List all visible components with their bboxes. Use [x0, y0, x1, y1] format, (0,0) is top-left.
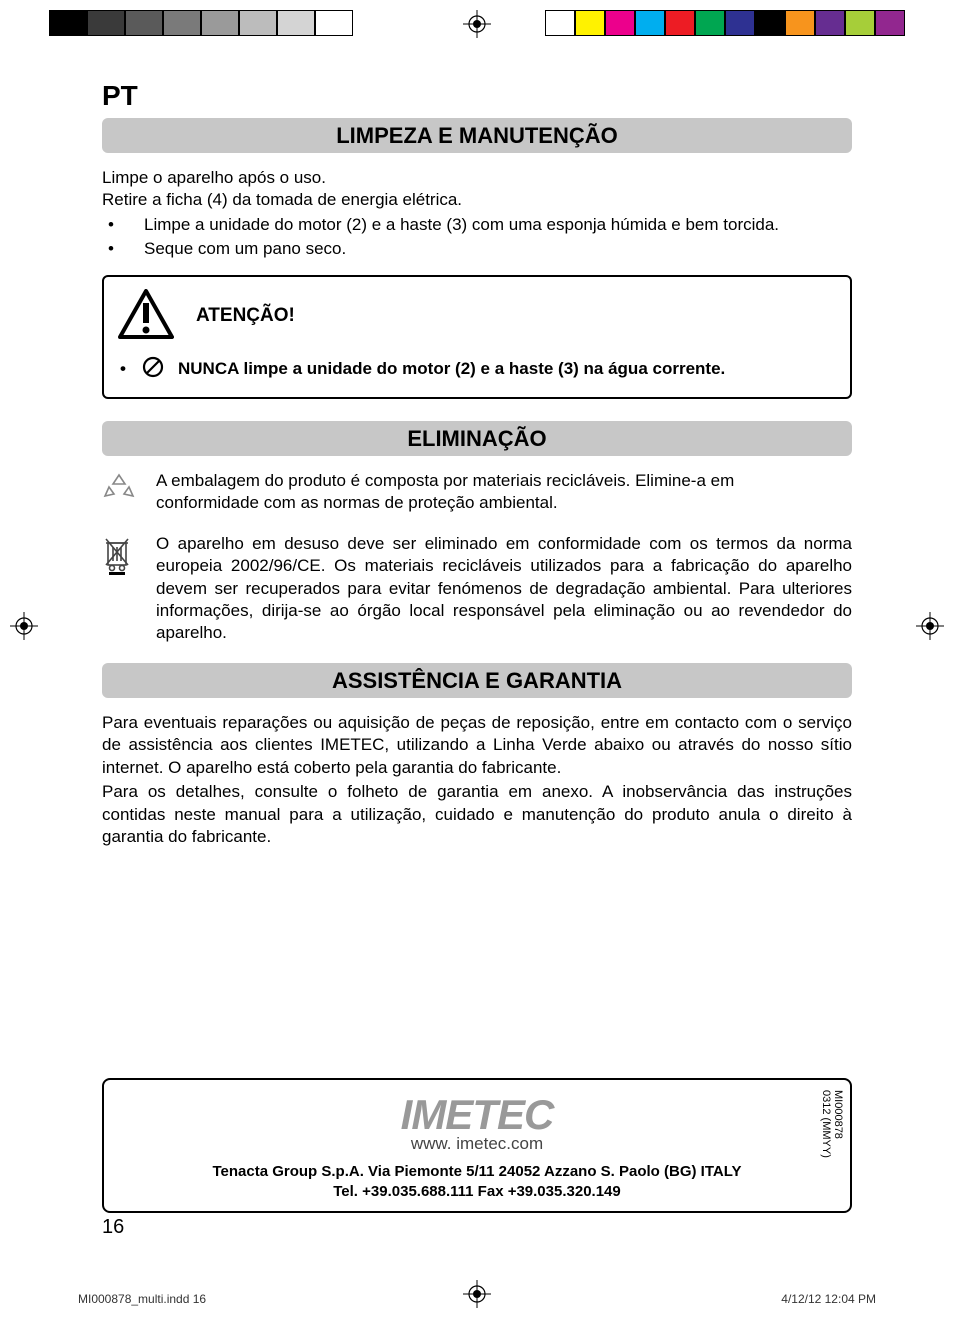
page-number: 16 [102, 1216, 124, 1239]
weee-bin-icon [102, 533, 138, 645]
warning-title: ATENÇÃO! [196, 305, 295, 327]
registration-mark-icon [10, 612, 38, 640]
bullet-icon: • [118, 359, 128, 379]
page-content: PT LIMPEZA E MANUTENÇÃO Limpe o aparelho… [102, 80, 852, 850]
swatch [49, 10, 87, 36]
paragraph: Para eventuais reparações ou aquisição d… [102, 712, 852, 779]
disposal-weee-block: O aparelho em desuso deve ser eliminado … [102, 533, 852, 645]
swatch [605, 10, 635, 36]
paragraph: Retire a ficha (4) da tomada de energia … [102, 189, 852, 211]
print-info-timestamp: 4/12/12 12:04 PM [781, 1292, 876, 1306]
swatch [125, 10, 163, 36]
swatch [575, 10, 605, 36]
swatch [277, 10, 315, 36]
swatch [201, 10, 239, 36]
swatch [755, 10, 785, 36]
registration-mark-icon [916, 612, 944, 640]
list-item: Limpe a unidade do motor (2) e a haste (… [102, 214, 852, 236]
warning-box: ATENÇÃO! • NUNCA limpe a unidade do moto… [102, 275, 852, 399]
swatch-group-left [49, 10, 353, 36]
section-header-cleaning: LIMPEZA E MANUTENÇÃO [102, 118, 852, 153]
recycle-icon [102, 470, 138, 515]
language-code: PT [102, 80, 852, 112]
swatch [665, 10, 695, 36]
warning-text: NUNCA limpe a unidade do motor (2) e a h… [178, 359, 725, 379]
section-header-disposal: ELIMINAÇÃO [102, 421, 852, 456]
doc-date-code: 0312 (MMYY) [820, 1090, 832, 1158]
swatch [239, 10, 277, 36]
registration-mark-icon [463, 1280, 491, 1308]
phone-fax-line: Tel. +39.035.688.111 Fax +39.035.320.149 [118, 1182, 836, 1202]
warning-triangle-icon [118, 289, 174, 344]
paragraph: Para os detalhes, consulte o folheto de … [102, 781, 852, 848]
swatch [163, 10, 201, 36]
swatch [785, 10, 815, 36]
paragraph: A embalagem do produto é composta por ma… [156, 470, 734, 492]
list-item: Seque com um pano seco. [102, 238, 852, 260]
swatch [545, 10, 575, 36]
swatch [815, 10, 845, 36]
paragraph: conformidade com as normas de proteção a… [156, 493, 558, 512]
website-url: www. imetec.com [118, 1134, 836, 1154]
swatch-group-right [545, 10, 905, 36]
swatch [875, 10, 905, 36]
swatch [845, 10, 875, 36]
swatch [87, 10, 125, 36]
brand-logo: IMETEC [118, 1094, 836, 1136]
disposal-packaging-block: A embalagem do produto é composta por ma… [102, 470, 852, 515]
doc-code: MI000878 [832, 1090, 844, 1139]
registration-mark-icon [463, 10, 491, 38]
swatch [695, 10, 725, 36]
address-line: Tenacta Group S.p.A. Via Piemonte 5/11 2… [118, 1162, 836, 1182]
prohibition-icon [142, 356, 164, 383]
print-info-filename: MI000878_multi.indd 16 [78, 1292, 206, 1306]
manufacturer-footer-box: IMETEC www. imetec.com Tenacta Group S.p… [102, 1078, 852, 1213]
bullet-list: Limpe a unidade do motor (2) e a haste (… [102, 214, 852, 261]
swatch [315, 10, 353, 36]
paragraph: Limpe o aparelho após o uso. [102, 167, 852, 189]
document-code-vertical: MI000878 0312 (MMYY) [820, 1090, 844, 1158]
swatch [725, 10, 755, 36]
section-header-assistance: ASSISTÊNCIA E GARANTIA [102, 663, 852, 698]
paragraph: O aparelho em desuso deve ser eliminado … [156, 533, 852, 645]
swatch [635, 10, 665, 36]
